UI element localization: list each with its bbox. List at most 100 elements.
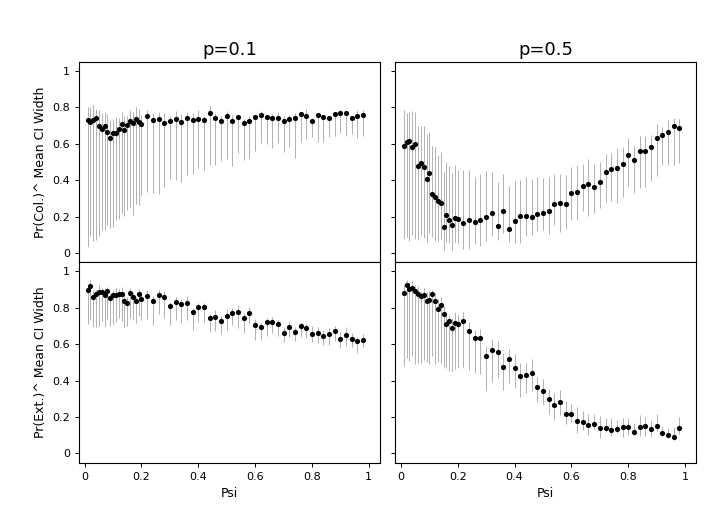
Point [418,290,429,299]
Point [113,125,124,134]
Point [243,309,255,317]
Point [673,424,685,432]
Point [426,190,438,198]
Point [480,353,492,361]
Point [99,122,111,130]
Point [398,142,409,151]
Point [537,387,549,395]
Point [204,314,215,322]
Point [192,303,204,311]
Point [233,113,244,121]
Point [589,182,600,191]
Title: p=0.5: p=0.5 [518,41,574,59]
Point [127,119,139,127]
Point [133,118,144,126]
Point [457,219,469,227]
Point [266,318,278,326]
Point [441,320,452,328]
Point [623,151,634,159]
Point [509,363,521,372]
Point [82,116,93,124]
Point [634,147,645,155]
Point [415,159,426,167]
Point [159,293,170,302]
Point [566,410,577,418]
Point [605,165,617,173]
Point [181,299,192,307]
Point [278,117,289,125]
Point [662,127,673,136]
Point [358,336,369,344]
Point [346,335,358,343]
Point [526,369,537,377]
Point [261,113,272,121]
Point [583,421,595,430]
Point [90,114,102,122]
Point [486,346,498,354]
Point [170,298,182,306]
Point [118,126,130,134]
Point [141,112,153,120]
Point [486,209,498,217]
Point [469,334,480,342]
Point [401,138,412,146]
Point [272,320,284,328]
Point [153,115,164,123]
Point [105,294,116,302]
Point [554,199,566,207]
Point [469,218,480,226]
X-axis label: Psi: Psi [537,487,554,500]
Point [617,160,628,168]
Point [278,328,289,337]
Point [426,289,438,298]
Point [463,216,475,224]
Point [301,112,312,120]
Point [668,122,679,130]
Point [340,331,352,339]
Point [438,223,449,231]
Point [634,423,645,431]
Point [335,109,346,117]
Point [623,423,634,431]
Point [335,335,346,343]
Point [329,327,340,335]
Point [457,317,469,325]
Point [560,410,572,418]
Point [204,109,215,118]
Point [577,417,589,426]
Title: p=0.1: p=0.1 [202,41,257,59]
Point [181,114,192,122]
Point [509,217,521,225]
Point [198,116,210,124]
Point [323,329,335,338]
Point [421,297,432,305]
Point [498,207,509,215]
Point [175,300,187,308]
Point [438,310,449,318]
Point [492,348,503,356]
Point [452,215,464,224]
Point [210,114,221,122]
Point [449,319,461,327]
Point [82,286,93,295]
Point [284,115,295,123]
Point [153,291,164,299]
Point [99,290,111,299]
Point [159,119,170,127]
Point [668,433,679,441]
Point [210,313,221,321]
Point [107,129,118,137]
Point [657,131,668,139]
Point [102,287,113,296]
Point [170,115,182,123]
Point [266,114,278,122]
Point [243,117,255,125]
Point [118,297,130,305]
Point [121,121,133,129]
X-axis label: Psi: Psi [221,487,238,500]
Point [133,289,144,298]
Point [85,282,96,290]
Point [85,118,96,126]
Point [238,314,250,322]
Point [409,140,421,148]
